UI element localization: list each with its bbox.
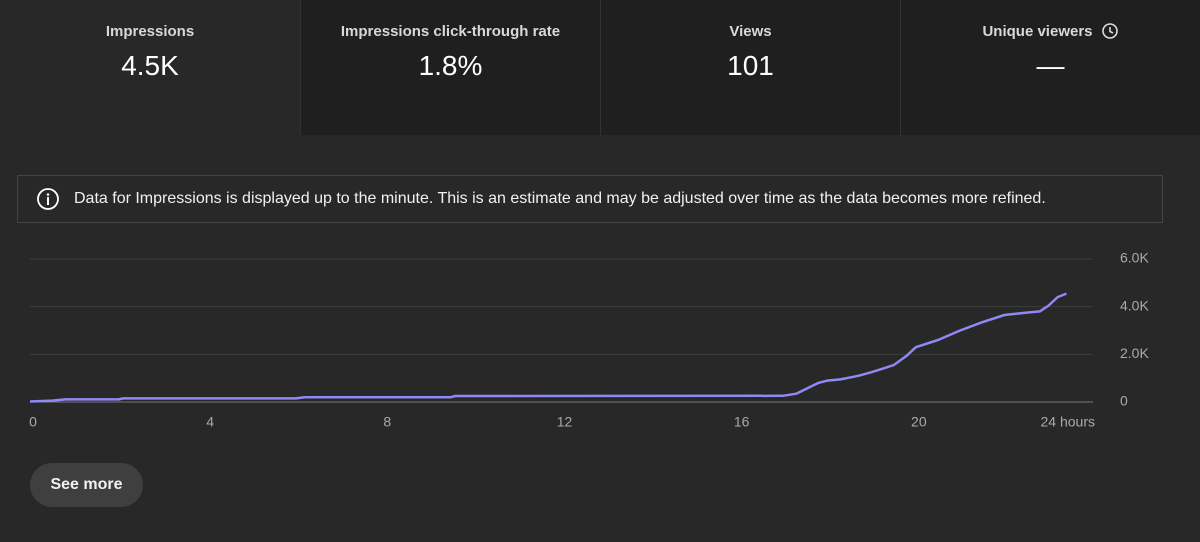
metric-card[interactable]: Unique viewers — (900, 0, 1200, 135)
x-tick-label: 0 (29, 414, 37, 430)
x-tick-label: 24 hours (1041, 414, 1095, 430)
x-tick-label: 20 (911, 414, 927, 430)
x-tick-label: 16 (734, 414, 750, 430)
info-notice: Data for Impressions is displayed up to … (17, 175, 1163, 223)
data-line (29, 292, 1067, 403)
metric-value: — (1036, 50, 1065, 81)
x-tick-label: 12 (557, 414, 573, 430)
y-tick-label: 2.0K (1120, 345, 1149, 361)
metric-card[interactable]: Views 101 (600, 0, 900, 135)
chart: 0 2.0K 4.0K 6.0K 0 4 8 12 16 20 24 hours (29, 250, 1149, 430)
metric-value: 4.5K (121, 50, 179, 81)
metric-label: Views (729, 22, 772, 40)
y-tick-label: 0 (1120, 393, 1128, 409)
metric-label: Unique viewers (982, 22, 1093, 40)
metric-card[interactable]: Impressions click-through rate 1.8% (300, 0, 600, 135)
info-icon (37, 188, 59, 210)
metric-label: Impressions click-through rate (340, 22, 561, 40)
metric-value: 1.8% (418, 50, 483, 81)
metric-card[interactable]: Impressions 4.5K (0, 0, 300, 135)
metric-label: Impressions (105, 22, 195, 40)
notice-text: Data for Impressions is displayed up to … (74, 190, 1046, 207)
clock-icon (1101, 23, 1118, 39)
x-tick-label: 4 (206, 414, 214, 430)
metric-cards: Impressions 4.5K Impressions click-throu… (0, 0, 1200, 135)
metric-value: 101 (727, 50, 774, 81)
see-more-button[interactable]: See more (30, 463, 143, 507)
x-tick-label: 8 (383, 414, 391, 430)
y-tick-label: 6.0K (1120, 250, 1149, 266)
y-tick-label: 4.0K (1120, 297, 1149, 313)
